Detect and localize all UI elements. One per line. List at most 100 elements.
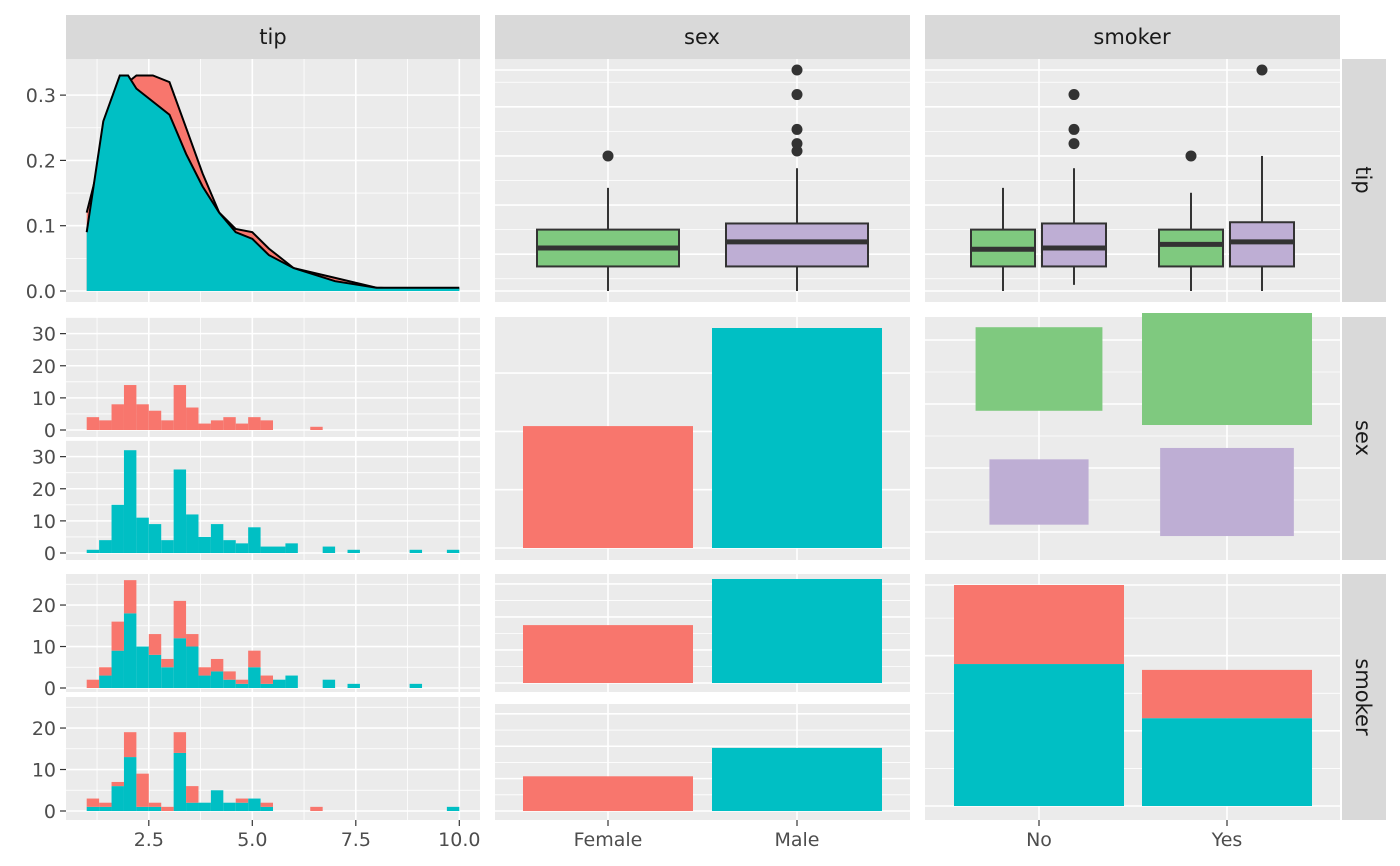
hist-sex-male-bar-male-11 [223,540,236,553]
hist-sex-male-ytick-label-0: 0 [44,543,56,565]
hist-smoker-yes-bar-male-4 [136,806,149,811]
density-area-male [86,75,460,291]
mosaic-tile-yes-female [1142,313,1312,425]
hist-smoker-no-ytick-label-2: 20 [32,595,56,617]
hist-smoker-no-bar-male-3 [123,613,137,688]
stacked-bar-no-male [954,664,1124,806]
hist-sex-male-bar-male-2 [111,504,124,553]
hist-smoker-yes-bar-female-17 [310,806,323,811]
strip-label-top-tip: tip [259,25,286,49]
hist-smoker-no-bar-male-4 [136,646,149,688]
strip-right-tip [1342,59,1386,302]
hist-smoker-no-bar-female-1 [99,667,112,676]
hist-sex-female-bar-female-1 [99,420,112,430]
hist-smoker-no-bar-male-15 [273,679,286,688]
hist-smoker-yes-bar-male-13 [248,798,261,811]
hist-sex-female-ytick-label-2: 20 [32,356,56,378]
hist-smoker-yes-bar-female-6 [161,806,174,811]
hist-smoker-yes-bar-female-14 [260,802,273,807]
bar-sex-female [523,426,693,548]
hist-sex-female-bar-female-4 [136,404,149,430]
panels-layer: 0.0 0.1 0.2 0.3 0 10 20 30 0 10 20 30 0 10 20 0 10 20 2.5 5… [26,59,1340,851]
box-smoker-yes-female-outlier-0 [1185,150,1197,162]
density-ytick-label-2: 0.2 [26,150,56,172]
mosaic-tile-no-male [989,459,1089,525]
hist-sex-female-ytick-label-3: 30 [32,324,56,346]
hist-sex-male-ytick-label-1: 10 [32,511,56,533]
strip-top-sex [495,15,910,59]
hist-smoker-no-bar-male-8 [186,646,199,688]
hist-smoker-no-bar-female-0 [86,679,100,688]
hist-smoker-no-bar-female-7 [173,600,187,639]
box-sex-female-outlier-0 [602,150,614,162]
hist-smoker-no-bar-female-13 [248,650,261,668]
hist-sex-female-bar-female-7 [173,385,187,430]
hist-smoker-no-bar-male-1 [99,675,112,688]
hist-sex-male-bar-male-9 [198,536,211,553]
box-sex-male-outlier-2 [791,123,803,135]
hist-smoker-yes-bar-male-0 [86,806,100,811]
hist-sex-female-bar-female-9 [198,423,211,430]
hist-sex-female-bar-female-17 [310,426,323,430]
hist-sex-male-ytick-label-2: 20 [32,479,56,501]
hist-smoker-yes-bar-male-12 [235,802,249,811]
hist-sex-female-ytick-label-0: 0 [44,420,56,442]
hist-smoker-no-bar-female-5 [148,634,162,655]
hist-sex-male-bar-male-6 [161,540,174,553]
hist-smoker-yes-bar-female-8 [186,786,199,803]
tip-xtick-label-0: 2.5 [134,829,164,851]
strip-top-smoker [925,15,1340,59]
hist-sex-male-bar-male-15 [273,546,286,553]
hist-sex-male-bar-male-14 [260,546,273,553]
hist-smoker-no-bar-male-16 [285,675,298,688]
box-smoker-yes-female-box [1158,228,1224,268]
hist-sex-male-bar-male-3 [123,450,137,553]
hist-smoker-no-bar-male-10 [210,671,224,688]
hist-sex-male-bar-male-10 [210,524,224,553]
hist-sex-male-bar-male-19 [347,549,360,553]
strip-label-top-sex: sex [684,25,720,49]
box-sex-male-outlier-4 [791,64,803,76]
smoker-xtick-label-0: No [1026,829,1052,851]
hist-smoker-no-bar-female-8 [186,634,199,647]
strip-label-right-smoker: smoker [1351,658,1375,736]
hist-smoker-no-bar-male-11 [223,679,236,688]
hist-smoker-yes-bar-female-2 [111,781,124,787]
hist-sex-male-bar-male-18 [322,546,336,553]
mosaic-tile-no-female [975,327,1103,411]
hist-sex-female-bar-female-8 [186,407,199,430]
bar-yes-female [523,776,693,811]
hist-smoker-yes-ytick-label-0: 0 [44,801,56,823]
hist-sex-female-bar-female-10 [210,420,224,430]
hist-smoker-yes-bar-female-4 [136,773,149,807]
hist-smoker-no-bar-male-18 [322,679,336,688]
strip-top-tip [66,15,480,59]
box-smoker-no-male-outlier-0 [1068,138,1080,150]
strips-layer: tip sex smoker tip sex smoker [66,15,1386,820]
hist-smoker-no-bar-female-3 [123,580,137,614]
hist-smoker-yes-ytick-label-2: 20 [32,718,56,740]
box-smoker-no-male-box [1041,222,1107,268]
hist-smoker-yes-bar-male-11 [223,802,236,811]
hist-sex-female-bar-female-3 [123,385,137,430]
hist-sex-female-bar-female-14 [260,420,273,430]
hist-sex-female-bar-female-5 [148,410,162,430]
hist-sex-female-bar-female-2 [111,404,124,430]
hist-sex-female-bar-female-11 [223,417,236,430]
sex-xtick-label-0: Female [574,829,643,851]
tip-xtick-label-2: 7.5 [341,829,371,851]
hist-smoker-no-bar-male-12 [235,683,249,688]
box-sex-male-box [725,222,869,268]
hist-sex-male-bar-male-0 [86,549,100,553]
hist-smoker-yes-bar-male-2 [111,786,124,811]
hist-smoker-no-bar-female-11 [223,671,236,680]
hist-smoker-yes-ytick-label-1: 10 [32,760,56,782]
hist-smoker-no-bar-male-5 [148,654,162,688]
hist-smoker-no-bar-female-14 [260,675,273,684]
hist-smoker-no-bar-female-12 [235,679,249,684]
hist-smoker-yes-bar-female-7 [173,732,187,753]
hist-smoker-yes-bar-male-5 [148,806,162,811]
smoker-xtick-label-1: Yes [1211,829,1243,851]
hist-smoker-no-bar-male-19 [347,683,360,688]
hist-smoker-no-bar-male-2 [111,650,124,688]
